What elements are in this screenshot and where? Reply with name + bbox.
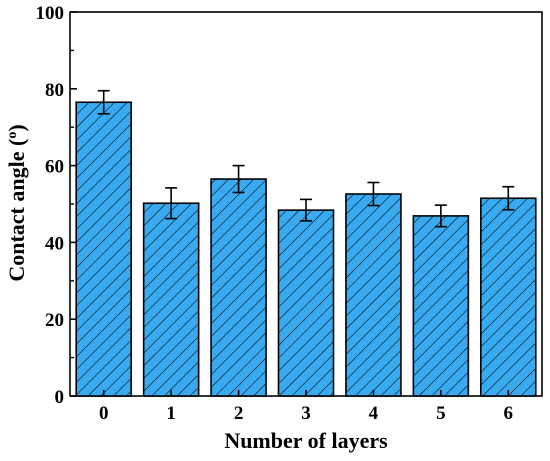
bar: [75, 101, 133, 397]
bar: [277, 209, 335, 397]
y-tick-label: 40: [45, 233, 64, 254]
x-tick-label: 1: [166, 403, 176, 424]
bar: [412, 215, 470, 397]
y-tick-label: 20: [45, 310, 64, 331]
error-bar: [165, 187, 178, 220]
error-bar: [97, 89, 110, 115]
error-bar: [434, 204, 447, 228]
y-tick-label: 60: [45, 157, 64, 178]
x-tick-label: 6: [504, 403, 514, 424]
y-tick-label: 80: [45, 80, 64, 101]
x-tick-label: 2: [234, 403, 244, 424]
x-tick-label: 5: [436, 403, 446, 424]
bar: [345, 193, 402, 397]
x-tick-label: 4: [369, 403, 379, 424]
bar: [210, 178, 267, 397]
x-tick-label: 0: [99, 403, 109, 424]
y-tick-label: 100: [36, 3, 65, 24]
bar: [479, 197, 537, 397]
error-bar: [502, 185, 515, 211]
y-axis-ticks: 0 20 40 60 80 100: [36, 3, 77, 408]
error-bar: [232, 164, 245, 194]
bar: [142, 202, 200, 397]
error-bar-series: [97, 89, 515, 228]
bar-series: [75, 101, 537, 397]
y-axis-title-main: Contact angle (: [4, 139, 29, 282]
y-axis-title: Contact angle (o): [4, 124, 29, 281]
error-bar: [367, 181, 380, 207]
y-tick-label: 0: [55, 387, 65, 408]
x-axis-ticks: 0 1 2 3 4 5 6: [99, 390, 513, 424]
x-axis-title: Number of layers: [224, 428, 388, 453]
x-tick-label: 3: [301, 403, 311, 424]
error-bar: [300, 198, 312, 222]
y-axis-title-tail: ): [4, 124, 29, 131]
y-axis-title-superscript: o: [5, 132, 20, 139]
